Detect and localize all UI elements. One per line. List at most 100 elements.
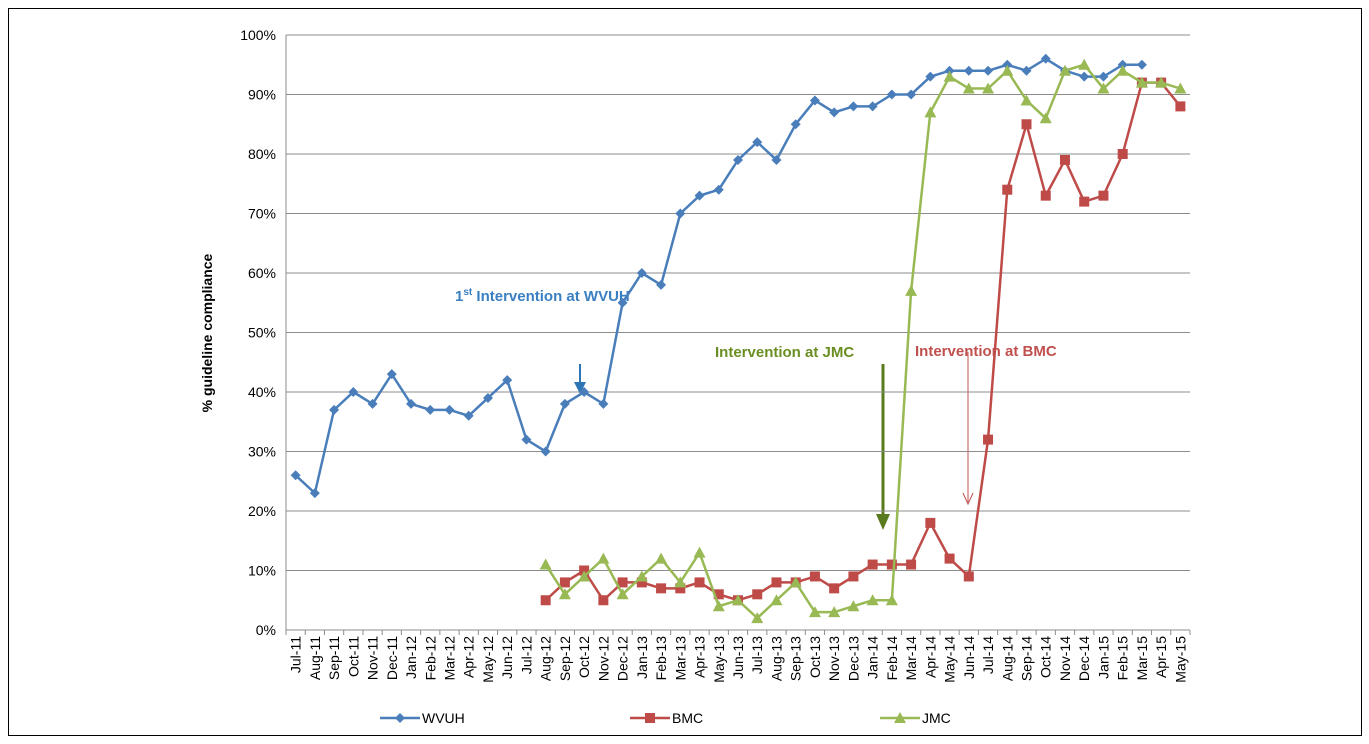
data-point bbox=[848, 101, 859, 112]
data-point bbox=[1058, 64, 1071, 76]
data-point bbox=[906, 89, 917, 100]
data-point bbox=[675, 208, 686, 219]
data-point bbox=[598, 595, 609, 606]
x-tick-label: Feb-12 bbox=[422, 636, 438, 681]
data-point bbox=[713, 589, 724, 600]
data-point bbox=[617, 297, 628, 308]
y-tick-label: 30% bbox=[248, 444, 276, 460]
data-point bbox=[944, 553, 955, 564]
data-point bbox=[1079, 71, 1090, 82]
data-point bbox=[1079, 196, 1090, 207]
data-point bbox=[558, 588, 571, 600]
data-point bbox=[732, 594, 744, 606]
data-point bbox=[367, 398, 378, 409]
data-point bbox=[847, 600, 860, 612]
legend-label: BMC bbox=[672, 710, 703, 726]
y-tick-label: 80% bbox=[248, 146, 276, 162]
arrows bbox=[574, 352, 974, 530]
data-point bbox=[751, 612, 764, 624]
series-line bbox=[544, 81, 1182, 603]
y-tick-label: 40% bbox=[248, 384, 276, 400]
annotation: Intervention at BMC bbox=[915, 343, 1057, 360]
x-tick-label: Sep-11 bbox=[326, 636, 342, 680]
x-tick-label: Jul-13 bbox=[749, 636, 765, 674]
data-point bbox=[1021, 65, 1032, 76]
data-point bbox=[559, 577, 570, 588]
data-point bbox=[713, 184, 724, 195]
data-point bbox=[1078, 58, 1091, 70]
data-point bbox=[309, 488, 320, 499]
data-point bbox=[829, 107, 840, 118]
data-point bbox=[502, 375, 513, 386]
x-tick-label: Mar-13 bbox=[672, 636, 688, 681]
x-tick-label: Nov-14 bbox=[1057, 636, 1073, 681]
data-point bbox=[1175, 101, 1186, 112]
data-point bbox=[809, 571, 820, 582]
x-tick-label: May-15 bbox=[1172, 636, 1188, 683]
legend-label: JMC bbox=[922, 710, 951, 726]
data-point bbox=[636, 268, 647, 278]
data-point bbox=[982, 82, 995, 94]
data-point bbox=[752, 137, 763, 148]
data-point bbox=[886, 559, 897, 570]
x-tick-label: Aug-12 bbox=[538, 636, 554, 681]
data-point bbox=[290, 470, 301, 481]
data-point bbox=[1098, 71, 1109, 82]
x-tick-label: Oct-14 bbox=[1038, 636, 1054, 678]
data-point bbox=[983, 65, 994, 76]
data-point bbox=[655, 552, 668, 564]
data-point bbox=[1059, 154, 1070, 165]
data-point bbox=[905, 284, 918, 296]
y-axis-label: % guideline compliance bbox=[199, 253, 215, 412]
frame bbox=[8, 8, 1362, 736]
data-point bbox=[848, 571, 859, 582]
data-point bbox=[1040, 190, 1051, 201]
x-tick-label: May-13 bbox=[711, 636, 727, 683]
x-tick-label: May-12 bbox=[480, 636, 496, 683]
x-tick-label: Jan-12 bbox=[403, 636, 419, 679]
data-point bbox=[694, 577, 705, 588]
data-point bbox=[1136, 59, 1147, 70]
x-tick-label: Oct-11 bbox=[345, 636, 361, 677]
data-point bbox=[1020, 94, 1033, 106]
data-point bbox=[1116, 64, 1129, 76]
data-point bbox=[656, 583, 667, 594]
x-tick-label: Dec-13 bbox=[845, 636, 861, 681]
data-point bbox=[790, 119, 801, 130]
x-tick-label: Jun-12 bbox=[499, 636, 515, 679]
data-point bbox=[906, 559, 917, 570]
data-point bbox=[829, 583, 840, 594]
data-point bbox=[924, 106, 937, 118]
annotation-number: 1 bbox=[455, 288, 463, 305]
data-point bbox=[348, 387, 359, 397]
data-point bbox=[771, 577, 782, 588]
data-point bbox=[867, 101, 878, 112]
data-point bbox=[789, 576, 802, 588]
data-point bbox=[539, 558, 552, 570]
data-point bbox=[616, 588, 629, 600]
data-point bbox=[635, 570, 648, 582]
data-point bbox=[1098, 190, 1109, 201]
data-point bbox=[867, 559, 878, 570]
data-point bbox=[597, 552, 610, 564]
data-point bbox=[943, 70, 956, 82]
x-tick-label: Mar-12 bbox=[441, 636, 457, 681]
x-tick-label: Feb-13 bbox=[653, 636, 669, 681]
data-point bbox=[771, 154, 782, 165]
x-tick-label: Jun-13 bbox=[730, 636, 746, 679]
x-tick-label: Sep-12 bbox=[557, 636, 573, 681]
series bbox=[290, 53, 1147, 499]
x-tick-label: Aug-14 bbox=[999, 636, 1015, 681]
x-tick-label: Sep-14 bbox=[1019, 636, 1035, 681]
series bbox=[539, 58, 1187, 624]
data-point bbox=[463, 410, 474, 421]
annotation-suffix: st bbox=[463, 287, 473, 298]
x-tick-label: Dec-11 bbox=[384, 636, 400, 680]
series-line bbox=[544, 63, 1181, 620]
data-point bbox=[886, 89, 897, 100]
data-point bbox=[1039, 112, 1052, 124]
x-tick-label: Aug-11 bbox=[307, 636, 323, 680]
series bbox=[540, 77, 1186, 606]
data-point bbox=[733, 154, 743, 165]
